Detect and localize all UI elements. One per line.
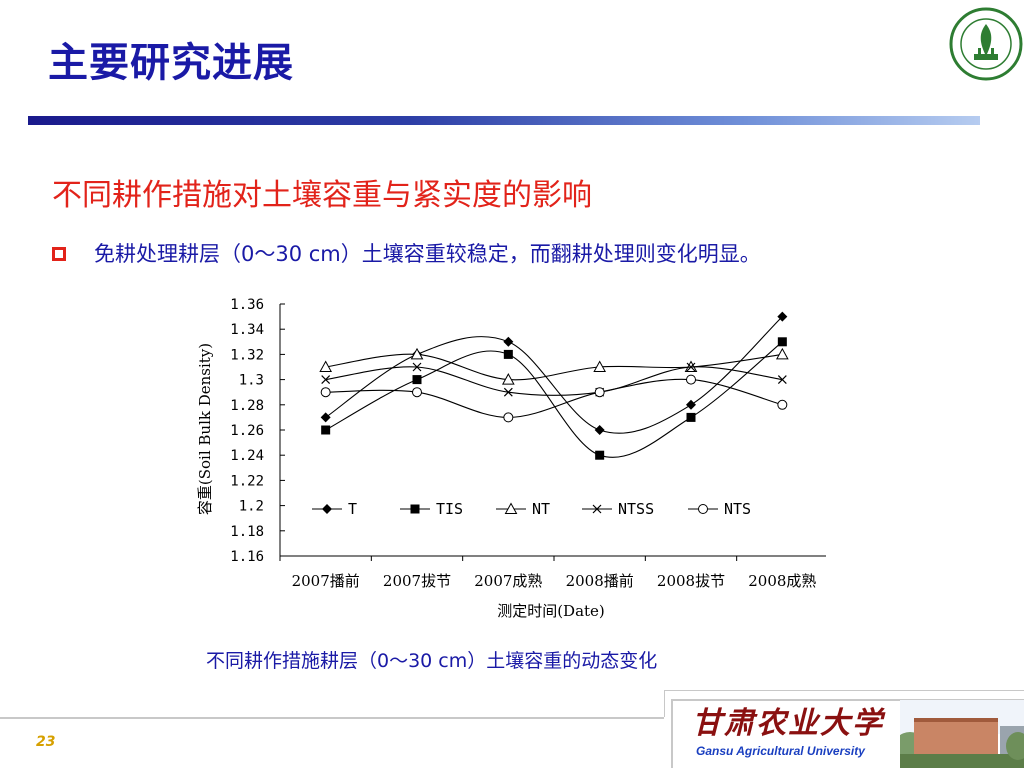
chart-legend: T TIS NT NTSS NTS [312, 500, 751, 518]
chart-axes: 1.36 1.34 1.32 1.3 1.28 1.26 1.24 1.22 1.2 1.18 1.… [230, 297, 829, 590]
data-point [777, 399, 788, 410]
university-calligraphy: 甘肃农业大学 [692, 706, 884, 741]
y-tick-label: 1.34 [230, 322, 264, 338]
data-point [412, 362, 422, 372]
data-point [686, 374, 696, 385]
page-title: 主要研究进展 [48, 40, 294, 86]
legend-marker [322, 504, 332, 514]
series-nt [319, 347, 789, 385]
series-line [325, 378, 783, 418]
bulk-density-chart: 1.36 1.34 1.32 1.3 1.28 1.26 1.24 1.22 1.2 1.18 1.… [190, 290, 829, 628]
legend-item-t: T [312, 500, 357, 518]
series-line [325, 341, 783, 458]
chart-svg: 1.36 1.34 1.32 1.3 1.28 1.26 1.24 1.22 1.2 1.18 1.… [196, 297, 829, 620]
series-line [325, 366, 783, 396]
series-line [325, 316, 783, 434]
series-nts [320, 374, 788, 423]
legend-marker [504, 502, 518, 514]
legend-item-nts: NTS [688, 500, 751, 518]
data-point [503, 412, 514, 423]
data-point [321, 375, 331, 385]
legend-item-nt: NT [496, 500, 550, 518]
x-tick-label: 2007播前 [292, 572, 360, 590]
university-emblem [949, 7, 1023, 81]
series-ntss [321, 362, 787, 397]
data-point [320, 412, 331, 423]
data-point [412, 375, 422, 385]
x-tick-label: 2008拔节 [657, 572, 725, 590]
legend-marker [410, 504, 420, 514]
y-tick-label: 1.18 [230, 524, 264, 540]
legend-label: NTSS [618, 500, 654, 518]
data-point [686, 399, 696, 410]
y-tick-label: 1.22 [230, 473, 264, 489]
y-tick-label: 1.2 [239, 499, 264, 515]
data-point [595, 450, 605, 460]
x-tick-label: 2007成熟 [474, 572, 542, 590]
page-number: 23 [36, 734, 56, 750]
y-tick-label: 1.3 [239, 373, 264, 389]
data-point [320, 387, 331, 398]
university-english-name: Gansu Agricultural University [696, 744, 865, 758]
series-t [320, 311, 788, 435]
data-point [686, 412, 696, 422]
data-point [503, 387, 513, 397]
square-bullet-icon [52, 247, 66, 261]
x-tick-label: 2008播前 [566, 572, 634, 590]
y-tick-label: 1.36 [230, 297, 264, 313]
campus-photo [900, 700, 1024, 768]
data-point [321, 425, 331, 435]
legend-label: TIS [436, 500, 463, 518]
series-tis [321, 337, 787, 460]
data-point [319, 360, 333, 372]
figure-caption: 不同耕作措施耕层（0～30 cm）土壤容重的动态变化 [206, 650, 658, 672]
chart-series [319, 311, 789, 460]
data-point [503, 336, 514, 347]
y-tick-label: 1.32 [230, 347, 264, 363]
data-point [501, 373, 515, 385]
y-tick-label: 1.28 [230, 398, 264, 414]
footer-divider [0, 717, 664, 719]
bullet-point: 免耕处理耕层（0～30 cm）土壤容重较稳定，而翻耕处理则变化明显。 [52, 238, 761, 268]
y-tick-label: 1.16 [230, 549, 264, 565]
data-point [775, 347, 789, 360]
legend-marker [698, 504, 708, 514]
y-tick-label: 1.24 [230, 448, 264, 464]
legend-item-tis: TIS [400, 500, 463, 518]
x-tick-label: 2008成熟 [748, 572, 816, 590]
section-subtitle: 不同耕作措施对土壤容重与紧实度的影响 [52, 178, 592, 213]
data-point [594, 387, 605, 398]
legend-marker [592, 504, 602, 514]
data-point [777, 375, 787, 385]
data-point [686, 362, 696, 372]
series-line [325, 353, 783, 381]
x-tick-label: 2007拔节 [383, 572, 451, 590]
x-axis-title: 测定时间(Date) [497, 602, 605, 620]
legend-label: NTS [724, 500, 751, 518]
y-axis-title: 容重(Soil Bulk Density) [196, 343, 214, 515]
data-point [410, 347, 424, 360]
data-point [594, 425, 605, 435]
data-point [412, 387, 422, 398]
data-point [777, 311, 788, 322]
legend-label: NT [532, 500, 550, 518]
data-point [593, 360, 607, 372]
bullet-text: 免耕处理耕层（0～30 cm）土壤容重较稳定，而翻耕处理则变化明显。 [94, 242, 761, 266]
title-divider [28, 116, 980, 125]
legend-item-ntss: NTSS [582, 500, 654, 518]
y-tick-label: 1.26 [230, 423, 264, 439]
legend-label: T [348, 500, 357, 518]
data-point [777, 337, 787, 347]
data-point [503, 349, 513, 359]
